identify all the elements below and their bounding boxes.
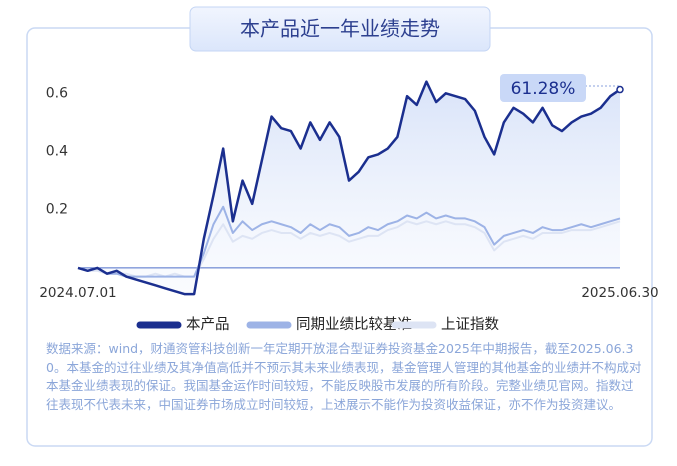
value-label-box: [500, 74, 586, 102]
series-line: [77, 205, 621, 278]
x-tick-label: 2024.07.01: [39, 285, 116, 301]
chart-title: 本产品近一年业绩走势: [240, 17, 440, 41]
title-box: [189, 6, 491, 52]
end-point: [616, 85, 624, 94]
y-tick-label: 0.6: [46, 85, 68, 101]
series-line: [77, 80, 621, 296]
value-label: 61.28%: [511, 79, 576, 99]
footnote: 数据来源：wind，财通资管科技创新一年定期开放混合型证券投资基金2025年中期…: [46, 341, 642, 412]
x-tick-label: 2025.06.30: [581, 285, 658, 301]
legend-label: 上证指数: [441, 316, 499, 333]
legend-label: 本产品: [186, 316, 230, 333]
legend-label: 同期业绩比较基准: [296, 315, 412, 333]
y-tick-label: 0.2: [46, 202, 68, 218]
y-tick-label: 0.4: [46, 143, 68, 159]
